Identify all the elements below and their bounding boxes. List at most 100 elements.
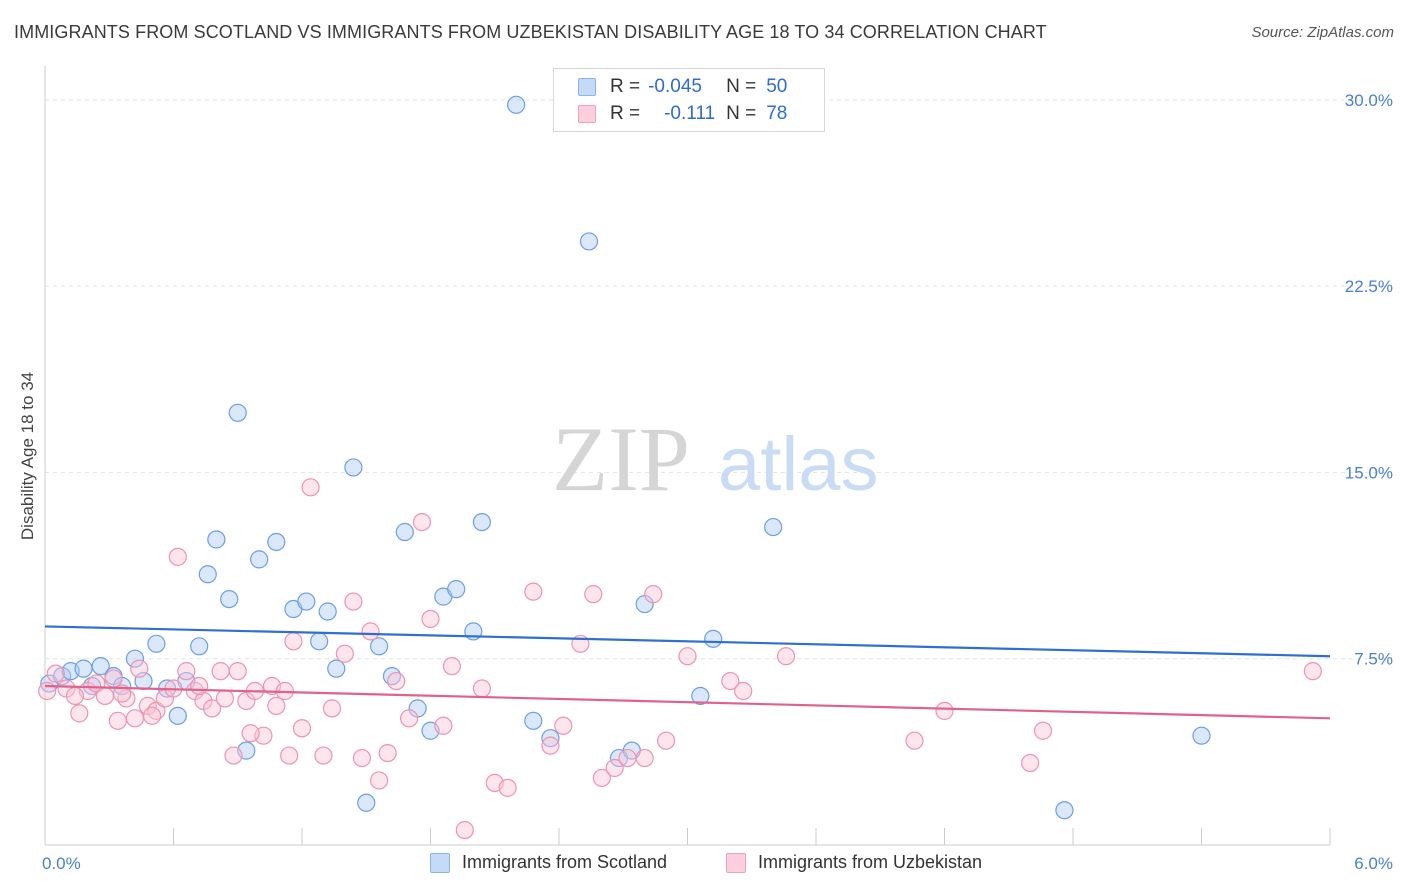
tick-labels: 7.5% 15.0% 22.5% 30.0% 0.0% 6.0% — [42, 91, 1393, 873]
point-uzbekistan — [721, 671, 740, 691]
watermark-atlas: atlas — [718, 422, 879, 507]
point-uzbekistan — [322, 699, 342, 718]
point-uzbekistan — [352, 748, 372, 768]
point-uzbekistan — [605, 758, 624, 778]
point-scotland — [250, 550, 269, 569]
point-uzbekistan — [524, 582, 543, 601]
legend-box: R = -0.045 N = 50 R = -0.111 N = 78 — [553, 68, 825, 132]
trend-line-uzbekistan — [44, 684, 1331, 720]
point-uzbekistan — [228, 662, 247, 681]
point-scotland — [370, 637, 389, 656]
point-uzbekistan — [142, 706, 162, 725]
point-uzbekistan — [241, 724, 260, 743]
point-uzbekistan — [130, 659, 149, 678]
bottom-legend-label-scotland: Immigrants from Scotland — [462, 852, 668, 872]
point-scotland — [357, 793, 376, 812]
legend-row-uzbekistan: R = -0.111 N = 78 — [578, 101, 787, 127]
point-uzbekistan — [177, 662, 196, 681]
point-uzbekistan — [734, 681, 753, 701]
data-points — [38, 95, 1322, 840]
point-scotland — [267, 532, 286, 552]
point-scotland — [472, 512, 491, 532]
point-scotland — [541, 729, 560, 748]
point-uzbekistan — [387, 671, 406, 691]
point-uzbekistan — [584, 585, 603, 604]
trend-line-scotland — [44, 625, 1331, 658]
point-uzbekistan — [1303, 662, 1322, 681]
grid-lines — [45, 99, 1392, 660]
y-axis-label: Disability Age 18 to 34 — [18, 372, 37, 540]
point-scotland — [1192, 726, 1211, 745]
point-uzbekistan — [554, 716, 573, 735]
point-uzbekistan — [421, 609, 440, 629]
point-scotland — [447, 580, 466, 599]
bottom-legend-scotland: Immigrants from Scotland — [430, 852, 667, 873]
point-uzbekistan — [905, 731, 924, 750]
point-uzbekistan — [301, 478, 320, 497]
point-uzbekistan — [112, 684, 132, 703]
point-uzbekistan — [280, 746, 299, 765]
point-uzbekistan — [211, 662, 230, 681]
point-uzbekistan — [292, 719, 312, 738]
point-uzbekistan — [635, 748, 654, 768]
point-scotland — [91, 657, 110, 676]
point-uzbekistan — [65, 686, 85, 706]
trend-lines — [44, 625, 1331, 720]
point-uzbekistan — [678, 647, 697, 666]
point-uzbekistan — [455, 820, 474, 840]
point-uzbekistan — [125, 709, 145, 728]
source-label: Source: ZipAtlas.com — [1251, 24, 1394, 41]
point-uzbekistan — [267, 696, 286, 716]
point-uzbekistan — [190, 676, 209, 696]
point-scotland — [1055, 801, 1074, 820]
x-tick-label-min: 0.0% — [42, 854, 81, 873]
point-uzbekistan — [215, 689, 234, 708]
y-tick-label: 7.5% — [1354, 650, 1393, 669]
y-tick-label: 22.5% — [1345, 277, 1393, 296]
point-uzbekistan — [70, 704, 89, 723]
point-uzbekistan — [656, 731, 676, 750]
y-tick-label: 30.0% — [1345, 91, 1393, 110]
legend-swatch-uzbekistan — [578, 105, 596, 123]
point-uzbekistan — [108, 711, 127, 730]
legend-swatch-scotland — [578, 78, 596, 96]
point-uzbekistan — [618, 748, 637, 768]
point-scotland — [190, 637, 209, 656]
axes — [44, 66, 1331, 846]
legend-r-value: -0.045 — [648, 76, 702, 97]
point-uzbekistan — [344, 592, 363, 611]
point-uzbekistan — [1021, 753, 1040, 773]
point-scotland — [74, 659, 93, 678]
bottom-legend-label-uzbekistan: Immigrants from Uzbekistan — [758, 852, 983, 872]
bottom-swatch-scotland — [430, 852, 450, 873]
point-scotland — [297, 592, 316, 611]
bottom-legend-uzbekistan: Immigrants from Uzbekistan — [726, 852, 982, 873]
point-uzbekistan — [314, 746, 333, 765]
legend-n-label: N = — [726, 103, 757, 124]
point-scotland — [704, 629, 723, 648]
point-uzbekistan — [1033, 721, 1053, 740]
legend-row-scotland: R = -0.045 N = 50 — [578, 74, 787, 100]
point-uzbekistan — [442, 657, 462, 676]
point-scotland — [344, 458, 363, 477]
point-uzbekistan — [104, 669, 123, 688]
legend-n-value: 78 — [766, 103, 788, 124]
point-scotland — [764, 517, 783, 537]
point-uzbekistan — [935, 701, 954, 720]
point-scotland — [168, 706, 187, 725]
point-uzbekistan — [541, 736, 560, 755]
point-uzbekistan — [202, 699, 222, 718]
legend-n-label: N = — [726, 76, 757, 97]
y-tick-label: 15.0% — [1345, 463, 1393, 482]
point-scotland — [318, 602, 337, 621]
point-scotland — [327, 659, 346, 678]
point-uzbekistan — [434, 716, 453, 735]
point-uzbekistan — [335, 644, 354, 663]
point-uzbekistan — [370, 771, 389, 790]
point-uzbekistan — [378, 743, 397, 763]
point-scotland — [220, 589, 239, 609]
point-uzbekistan — [361, 622, 380, 641]
chart-title: IMMIGRANTS FROM SCOTLAND VS IMMIGRANTS F… — [14, 22, 1047, 42]
legend-r-label: R = — [610, 76, 641, 97]
